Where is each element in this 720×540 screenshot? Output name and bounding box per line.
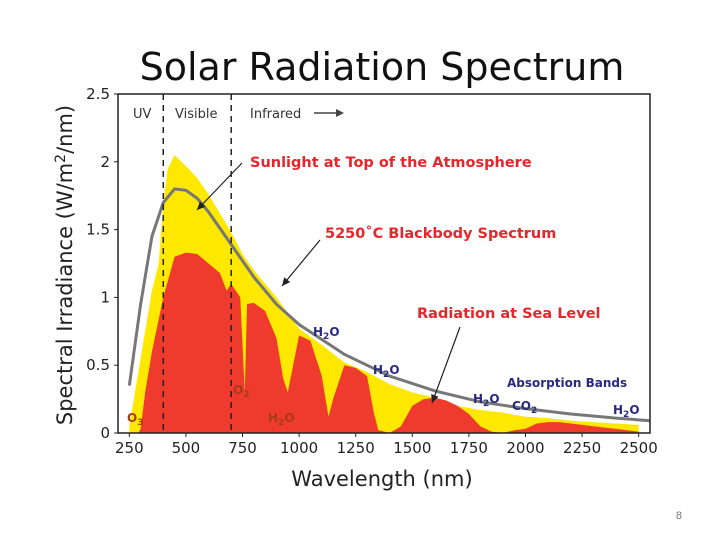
region-label-infrared: Infrared: [250, 107, 301, 122]
arrow-sea-level-head: [431, 394, 439, 403]
region-label-visible: Visible: [175, 107, 217, 122]
y-tick-label: 1.5: [86, 221, 110, 239]
arrow-top-atmosphere-shaft: [196, 162, 243, 211]
annotation-sea-level: Radiation at Sea Level: [417, 306, 601, 322]
y-axis-label: Spectral Irradiance (W/m2/nm): [53, 105, 77, 425]
absorption-label-co2: CO2: [512, 399, 537, 416]
arrow-sea-level-shaft: [431, 326, 461, 404]
x-tick-label: 1500: [393, 439, 431, 457]
absorption-label-h2o: H2O: [313, 325, 340, 342]
chart-title: Solar Radiation Spectrum: [140, 45, 625, 89]
x-tick-label: 250: [115, 439, 144, 457]
series-blackbody-curve: [127, 187, 651, 423]
absorption-label-h2o: H2O: [373, 363, 400, 380]
absorption-label-h2o: H2O: [268, 411, 295, 428]
annotation-absorption-bands: Absorption Bands: [507, 376, 627, 390]
x-axis-label: Wavelength (nm): [291, 467, 472, 491]
absorption-label-o3: O3: [127, 411, 143, 428]
absorption-label-h2o: H2O: [473, 392, 500, 409]
x-tick-label: 500: [172, 439, 201, 457]
y-tick-label: 2: [100, 153, 110, 171]
absorption-label-o2: O2: [233, 383, 249, 400]
y-tick-label: 0.5: [86, 356, 110, 374]
annotation-blackbody: 5250˚C Blackbody Spectrum: [325, 225, 556, 242]
x-tick-label: 2250: [563, 439, 601, 457]
x-tick-label: 2000: [506, 439, 544, 457]
plot-frame: [117, 93, 651, 434]
y-tick-label: 1: [100, 288, 110, 306]
y-tick-label: 0: [100, 424, 110, 442]
arrow-blackbody-head: [282, 277, 291, 286]
page-number: 8: [675, 510, 682, 522]
absorption-label-h2o: H2O: [613, 403, 640, 420]
x-tick-label: 1750: [450, 439, 488, 457]
annotation-top-atmosphere: Sunlight at Top of the Atmosphere: [250, 155, 532, 171]
infrared-arrow-head: [336, 109, 344, 117]
region-label-uv: UV: [133, 107, 152, 122]
x-tick-label: 2500: [620, 439, 658, 457]
x-tick-label: 1250: [337, 439, 375, 457]
series-sea-level: [129, 252, 639, 433]
arrow-blackbody-shaft: [281, 239, 321, 287]
x-tick-label: 1000: [280, 439, 318, 457]
x-tick-label: 750: [228, 439, 257, 457]
y-tick-label: 2.5: [86, 85, 110, 103]
arrow-top-atmosphere-head: [197, 201, 206, 210]
